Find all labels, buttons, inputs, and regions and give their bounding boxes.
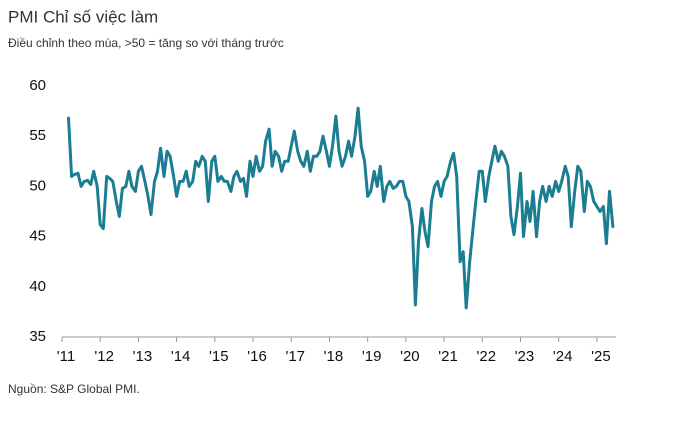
x-tick-label: '15 — [209, 348, 229, 365]
y-tick-label: 35 — [29, 328, 46, 345]
y-tick-label: 40 — [29, 278, 46, 295]
x-tick-label: '21 — [438, 348, 458, 365]
chart-title: PMI Chỉ số việc làm — [8, 7, 158, 26]
x-tick-label: '18 — [324, 348, 344, 365]
source-note: Nguồn: S&P Global PMI. — [8, 382, 140, 396]
x-tick-label: '24 — [553, 348, 573, 365]
x-tick-label: '11 — [57, 348, 75, 365]
chart-subtitle: Điều chỉnh theo mùa, >50 = tăng so với t… — [8, 36, 284, 50]
y-tick-label: 45 — [29, 228, 46, 245]
x-tick-label: '14 — [171, 348, 191, 365]
x-tick-label: '17 — [285, 348, 305, 365]
x-tick-label: '13 — [133, 348, 153, 365]
x-tick-label: '23 — [515, 348, 535, 365]
series-line — [67, 106, 615, 310]
x-tick-label: '20 — [400, 348, 420, 365]
x-tick-label: '22 — [476, 348, 496, 365]
x-tick-label: '19 — [362, 348, 382, 365]
y-tick-label: 60 — [29, 77, 46, 94]
x-tick-label: '25 — [591, 348, 611, 365]
y-tick-label: 55 — [29, 127, 46, 144]
x-tick-label: '16 — [247, 348, 267, 365]
y-tick-label: 50 — [29, 177, 46, 194]
x-tick-label: '12 — [94, 348, 114, 365]
